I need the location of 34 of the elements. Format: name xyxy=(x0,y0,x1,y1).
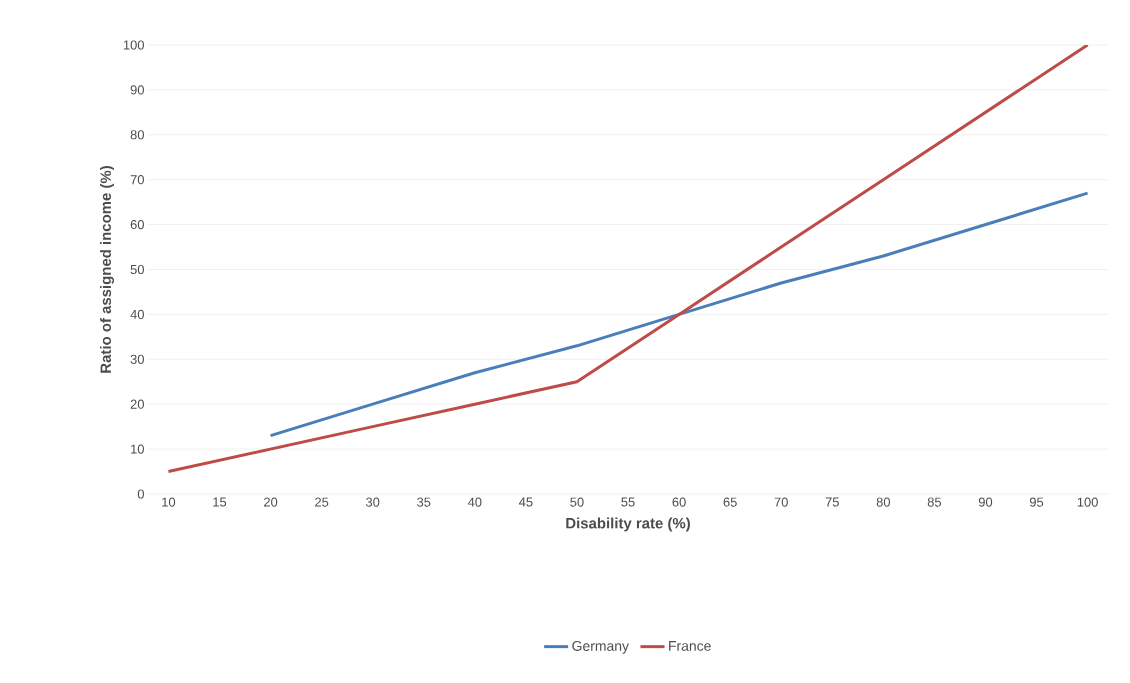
x-tick-label: 15 xyxy=(213,497,227,507)
y-tick-label: 30 xyxy=(130,354,144,364)
x-tick-label: 80 xyxy=(876,497,891,507)
x-tick-label: 55 xyxy=(621,497,635,507)
x-tick-label: 10 xyxy=(162,497,176,507)
x-tick-label: 40 xyxy=(467,497,482,507)
x-tick-label: 60 xyxy=(672,497,686,507)
x-tick-label: 25 xyxy=(315,497,329,507)
y-tick-label: 90 xyxy=(130,85,144,95)
x-tick-label: 65 xyxy=(723,497,737,507)
y-tick-label: 10 xyxy=(131,444,144,454)
y-axis-title: Ratio of assigned income (%) xyxy=(100,166,115,373)
y-tick-label: 70 xyxy=(130,175,144,185)
y-tick-label: 0 xyxy=(137,489,144,499)
x-tick-label: 100 xyxy=(1077,497,1098,507)
x-tick-label: 90 xyxy=(978,497,993,507)
y-tick-label: 20 xyxy=(130,399,144,409)
y-tick-label: 60 xyxy=(130,220,144,230)
x-tick-label: 20 xyxy=(264,497,278,507)
y-tick-label: 100 xyxy=(123,40,144,50)
x-tick-label: 30 xyxy=(365,497,380,507)
x-tick-label: 50 xyxy=(570,497,584,507)
x-tick-label: 95 xyxy=(1029,497,1044,507)
x-tick-label: 85 xyxy=(927,497,942,507)
x-tick-label: 75 xyxy=(825,497,839,507)
y-tick-label: 50 xyxy=(130,264,144,275)
y-tick-label: 80 xyxy=(130,130,144,140)
legend-label: France xyxy=(669,641,711,651)
x-tick-label: 45 xyxy=(518,497,533,507)
x-tick-label: 35 xyxy=(417,497,431,507)
y-tick-label: 40 xyxy=(130,309,144,319)
legend-label: Germany xyxy=(572,641,629,654)
x-tick-label: 70 xyxy=(774,497,788,507)
x-axis-title: Disability rate (%) xyxy=(566,517,690,532)
